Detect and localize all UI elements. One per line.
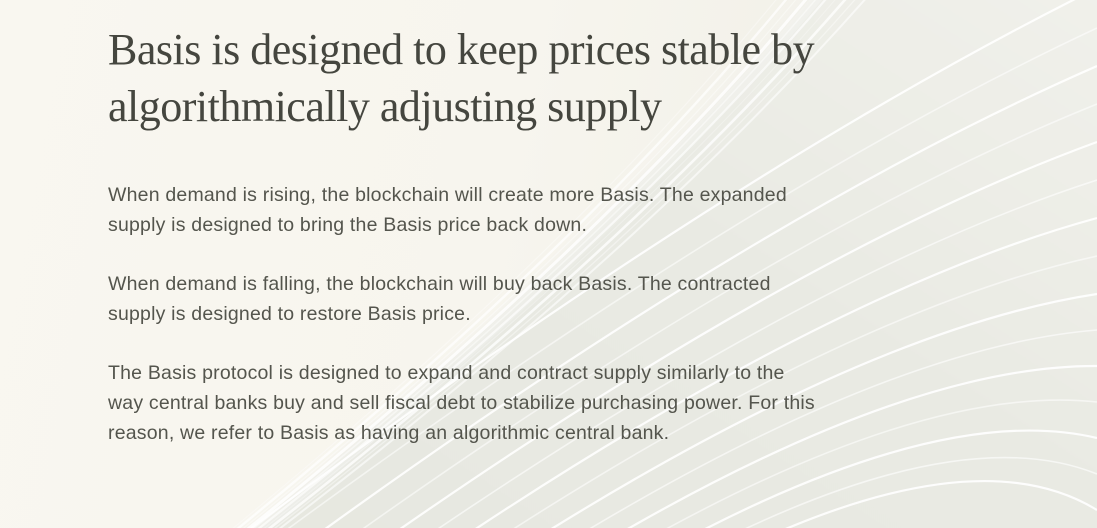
page-title: Basis is designed to keep prices stable … (108, 21, 1097, 135)
page-title-line: Basis is designed to keep prices stable … (108, 25, 815, 74)
paragraph-line: supply is designed to bring the Basis pr… (108, 214, 588, 236)
content: Basis is designed to keep prices stable … (108, 21, 1097, 448)
page-title-line: algorithmically adjusting supply (108, 82, 662, 131)
body-paragraph: The Basis protocol is designed to expand… (108, 358, 1097, 448)
paragraph-line: reason, we refer to Basis as having an a… (108, 422, 670, 444)
body-paragraph: When demand is falling, the blockchain w… (108, 269, 1097, 329)
paragraph-line: When demand is rising, the blockchain wi… (108, 184, 787, 206)
paragraph-line: The Basis protocol is designed to expand… (108, 362, 785, 384)
paragraph-line: When demand is falling, the blockchain w… (108, 273, 771, 295)
paragraph-line: supply is designed to restore Basis pric… (108, 303, 471, 325)
body-copy: When demand is rising, the blockchain wi… (108, 180, 1097, 448)
paragraph-line: way central banks buy and sell fiscal de… (108, 392, 815, 414)
body-paragraph: When demand is rising, the blockchain wi… (108, 180, 1097, 240)
